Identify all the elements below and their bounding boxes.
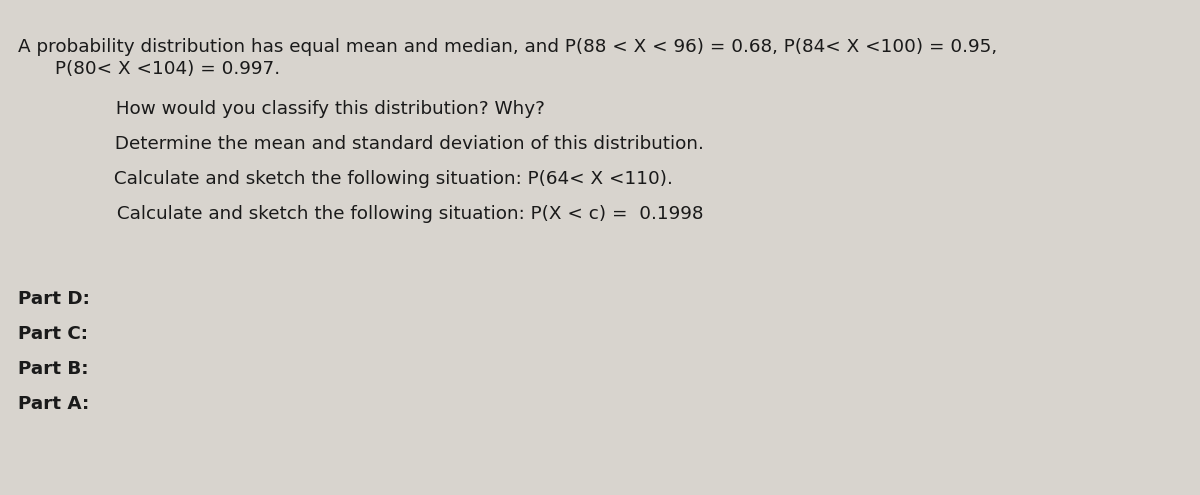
Text: A probability distribution has equal mean and median, and P(88 < X < 96) = 0.68,: A probability distribution has equal mea…: [18, 38, 997, 56]
Text: Calculate and sketch the following situation: P(X < c) =  0.1998: Calculate and sketch the following situa…: [110, 205, 703, 223]
Text: Determine the mean and standard deviation of this distribution.: Determine the mean and standard deviatio…: [109, 135, 704, 153]
Text: P(80< X <104) = 0.997.: P(80< X <104) = 0.997.: [55, 60, 280, 78]
Text: Part D:: Part D:: [18, 290, 90, 308]
Text: Part A:: Part A:: [18, 395, 89, 413]
Text: How would you classify this distribution? Why?: How would you classify this distribution…: [110, 100, 545, 118]
Text: Part B:: Part B:: [18, 360, 89, 378]
Text: Calculate and sketch the following situation: P(64< X <110).: Calculate and sketch the following situa…: [108, 170, 673, 188]
Text: Part C:: Part C:: [18, 325, 88, 343]
